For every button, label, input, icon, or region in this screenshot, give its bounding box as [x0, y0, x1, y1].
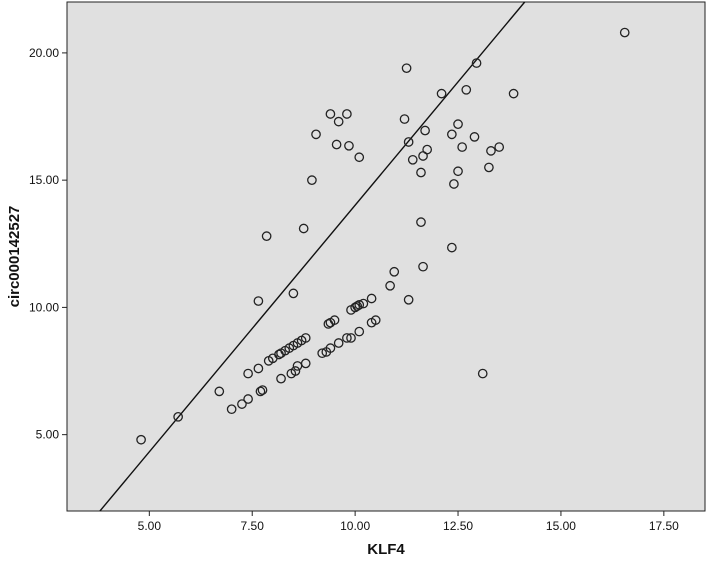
data-point-40 — [366, 293, 377, 304]
data-point-53 — [331, 139, 342, 150]
y-tick-label: 10.00 — [29, 300, 59, 314]
data-point-62 — [416, 167, 426, 178]
data-point-71 — [453, 166, 463, 177]
data-point-6 — [243, 368, 253, 379]
data-point-2 — [214, 386, 225, 397]
data-point-4 — [237, 399, 247, 409]
y-tick-label: 15.00 — [29, 173, 59, 187]
data-point-76 — [469, 132, 480, 142]
data-point-7 — [253, 363, 264, 374]
data-point-0 — [136, 434, 146, 445]
data-point-46 — [253, 296, 264, 306]
x-axis: 5.00 7.50 10.00 12.50 15.00 17.50 — [138, 511, 679, 533]
data-point-44 — [389, 266, 400, 277]
data-point-24 — [300, 358, 311, 369]
y-axis: 5.00 10.00 15.00 20.00 — [29, 46, 67, 442]
x-tick-label: 12.50 — [443, 519, 473, 533]
data-point-79 — [486, 146, 496, 156]
data-point-5 — [243, 394, 253, 404]
data-point-48 — [261, 231, 272, 241]
data-point-61 — [407, 154, 418, 165]
data-point-1 — [173, 411, 183, 422]
data-point-28 — [333, 338, 344, 348]
data-point-42 — [370, 315, 381, 325]
data-point-57 — [354, 152, 365, 163]
data-points — [136, 27, 630, 445]
data-point-34 — [329, 315, 340, 325]
data-point-83 — [619, 27, 630, 38]
regression-line — [99, 1, 526, 512]
data-point-20 — [276, 373, 286, 384]
data-point-49 — [298, 223, 309, 234]
data-point-47 — [288, 288, 299, 299]
data-point-69 — [447, 129, 457, 140]
plot-area — [66, 1, 706, 512]
data-point-66 — [416, 217, 426, 227]
data-point-67 — [418, 261, 428, 272]
data-point-75 — [447, 242, 457, 253]
data-point-58 — [399, 114, 410, 124]
data-point-22 — [290, 366, 301, 376]
data-point-30 — [346, 333, 356, 343]
data-point-39 — [358, 298, 369, 309]
x-tick-label: 10.00 — [340, 519, 370, 533]
data-point-72 — [453, 119, 463, 130]
x-tick-label: 17.50 — [649, 519, 679, 533]
data-point-68 — [436, 88, 447, 99]
data-point-25 — [317, 348, 328, 359]
data-point-27 — [325, 343, 336, 353]
data-point-37 — [352, 301, 363, 311]
data-point-65 — [422, 144, 433, 155]
data-point-38 — [354, 300, 365, 310]
data-point-73 — [457, 142, 467, 152]
data-point-82 — [477, 368, 488, 379]
data-point-43 — [385, 280, 395, 291]
data-point-59 — [401, 63, 412, 74]
data-point-8 — [255, 386, 266, 397]
data-point-60 — [403, 137, 414, 147]
data-point-70 — [449, 179, 459, 189]
data-point-80 — [494, 142, 505, 152]
x-tick-label: 15.00 — [546, 519, 576, 533]
data-point-64 — [420, 125, 430, 136]
data-point-45 — [403, 294, 414, 305]
x-tick-label: 5.00 — [138, 519, 162, 533]
data-point-77 — [471, 58, 482, 68]
y-tick-label: 20.00 — [29, 46, 59, 60]
data-point-9 — [257, 385, 268, 395]
data-point-52 — [325, 109, 336, 119]
data-point-74 — [461, 84, 472, 95]
data-point-81 — [508, 88, 519, 99]
x-tick-label: 7.50 — [241, 519, 265, 533]
data-point-50 — [307, 175, 317, 185]
x-axis-title: KLF4 — [367, 541, 405, 558]
data-point-31 — [354, 326, 365, 337]
data-point-19 — [300, 333, 311, 343]
data-point-3 — [226, 404, 237, 415]
data-point-51 — [311, 129, 321, 140]
y-tick-label: 5.00 — [36, 428, 60, 442]
data-point-29 — [342, 333, 352, 343]
data-point-56 — [344, 140, 354, 151]
data-point-55 — [342, 109, 352, 119]
y-axis-title: circ000142527 — [6, 206, 23, 308]
data-point-54 — [333, 116, 344, 127]
data-point-78 — [484, 162, 494, 173]
